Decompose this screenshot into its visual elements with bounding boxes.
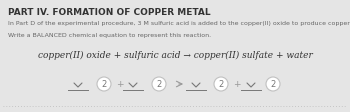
Text: +: + bbox=[116, 80, 124, 89]
Text: 2: 2 bbox=[156, 80, 162, 89]
Text: PART IV. FORMATION OF COPPER METAL: PART IV. FORMATION OF COPPER METAL bbox=[8, 8, 211, 17]
Text: 2: 2 bbox=[102, 80, 107, 89]
Circle shape bbox=[266, 77, 280, 91]
Text: copper(II) oxide + sulfuric acid → copper(II) sulfate + water: copper(II) oxide + sulfuric acid → coppe… bbox=[38, 51, 312, 60]
Text: +: + bbox=[233, 80, 241, 89]
Circle shape bbox=[97, 77, 111, 91]
Text: In Part D of the experimental procedure, 3 M sulfuric acid is added to the coppe: In Part D of the experimental procedure,… bbox=[8, 21, 350, 26]
Text: 2: 2 bbox=[218, 80, 224, 89]
Text: Write a BALANCED chemical equation to represent this reaction.: Write a BALANCED chemical equation to re… bbox=[8, 33, 211, 38]
Text: 2: 2 bbox=[270, 80, 276, 89]
Circle shape bbox=[152, 77, 166, 91]
Circle shape bbox=[214, 77, 228, 91]
